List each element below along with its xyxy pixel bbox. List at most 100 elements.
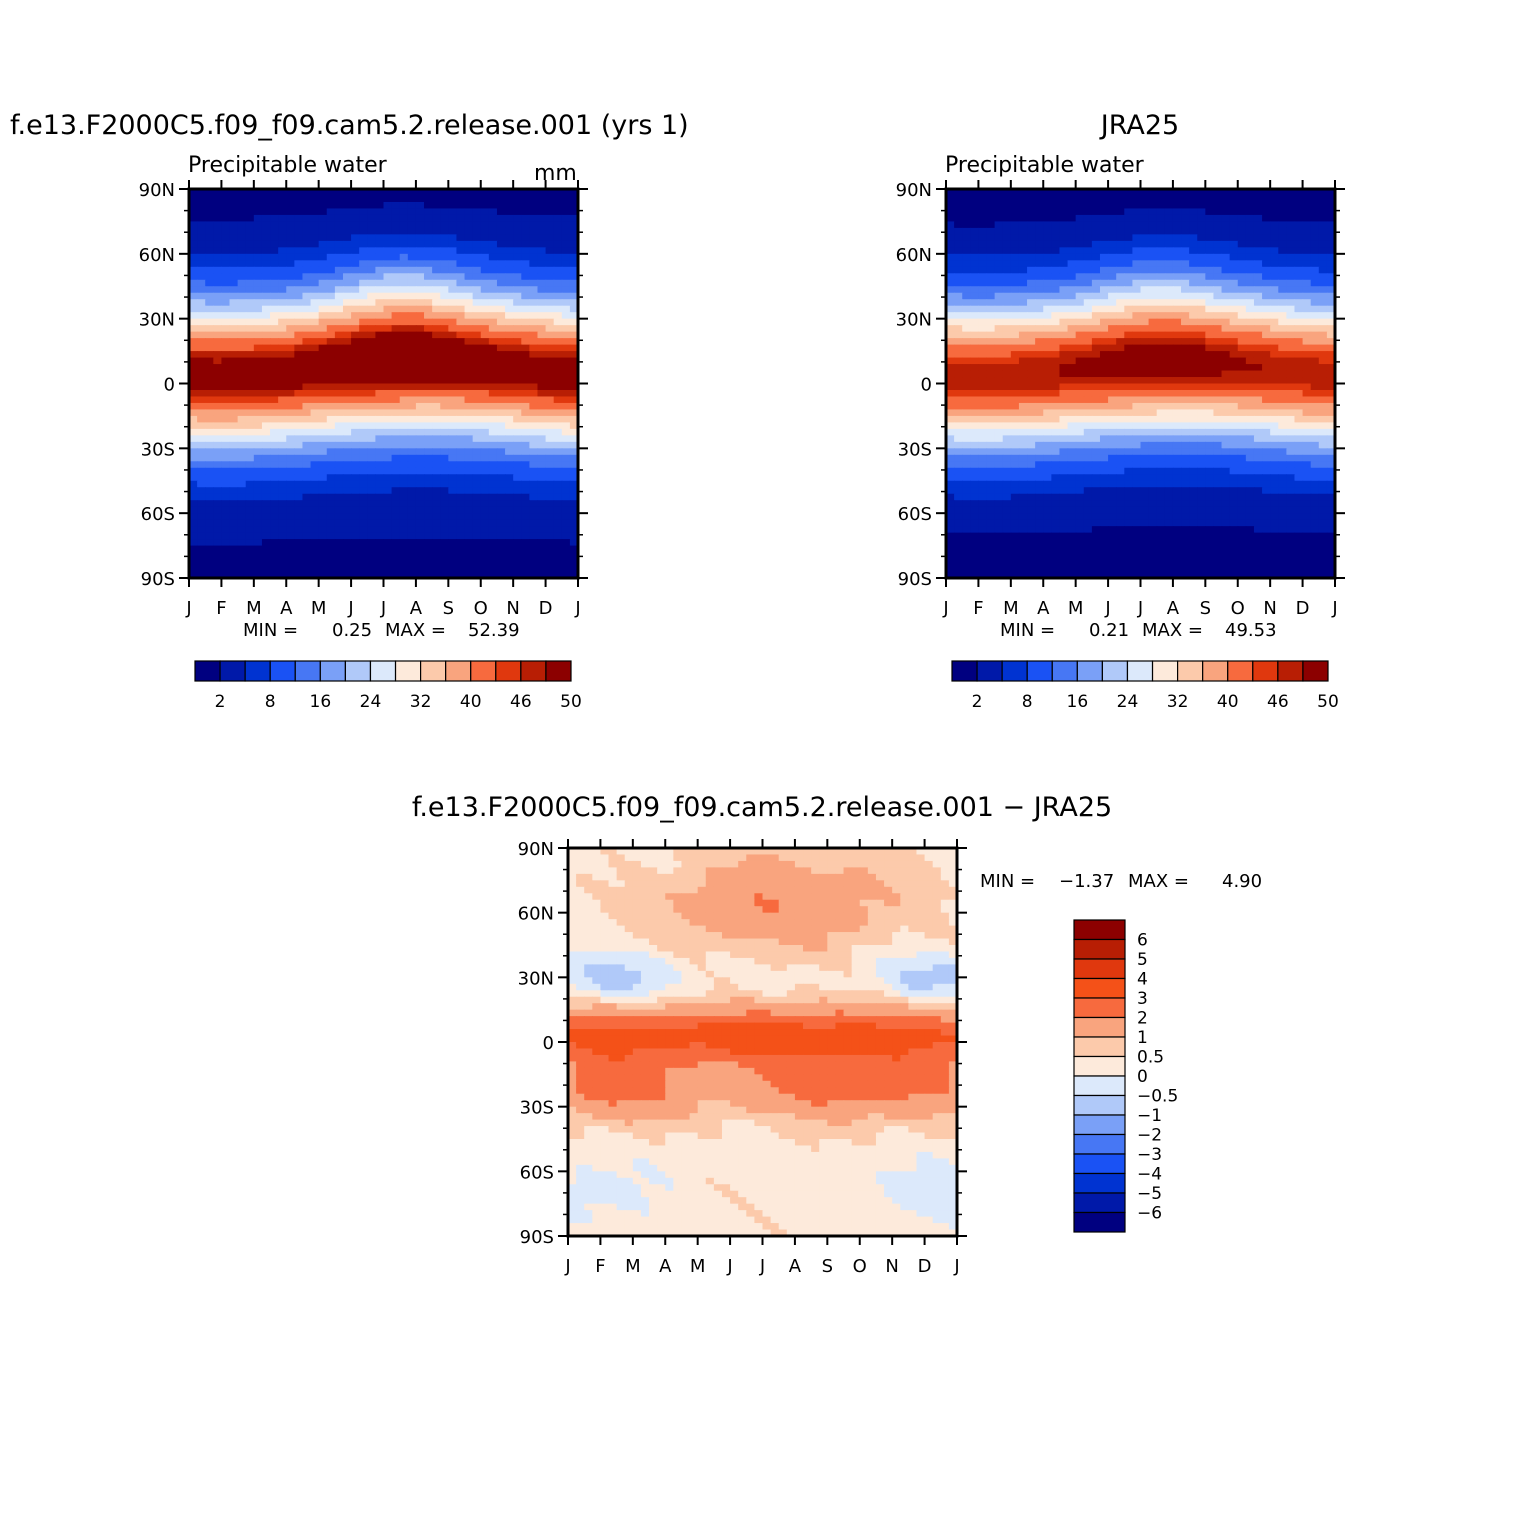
field-cell <box>399 305 409 313</box>
field-cell <box>1278 370 1287 378</box>
field-cell <box>448 325 458 333</box>
field-cell <box>1262 396 1271 404</box>
field-cell <box>1229 189 1239 197</box>
field-cell <box>456 201 466 210</box>
field-cell <box>432 487 441 495</box>
field-cell <box>310 351 320 359</box>
field-cell <box>472 500 482 508</box>
field-cell <box>1043 201 1052 210</box>
field-cell <box>367 506 376 514</box>
field-cell <box>1108 454 1117 462</box>
field-cell <box>1245 208 1255 216</box>
field-cell <box>480 221 490 229</box>
field-cell <box>1132 351 1142 359</box>
field-cell <box>1205 344 1215 352</box>
field-cell <box>407 487 417 495</box>
field-cell <box>359 526 368 534</box>
field-cell <box>407 545 417 553</box>
field-cell <box>261 312 271 320</box>
field-cell <box>553 344 563 352</box>
field-cell <box>1035 227 1044 235</box>
field-cell <box>1310 227 1320 235</box>
field-cell <box>286 461 295 469</box>
field-cell <box>1156 286 1166 294</box>
field-cell <box>197 364 206 372</box>
field-cell <box>1245 377 1255 385</box>
field-cell <box>432 396 441 404</box>
field-cell <box>1197 338 1206 346</box>
field-cell <box>537 571 547 579</box>
panel-obs-title: JRA25 <box>1099 110 1179 141</box>
field-cell <box>1091 195 1101 203</box>
field-cell <box>529 409 539 417</box>
field-cell <box>1035 253 1044 261</box>
field-cell <box>407 273 417 281</box>
field-cell <box>1083 338 1093 346</box>
field-cell <box>488 299 498 307</box>
field-cell <box>1221 240 1231 248</box>
field-cell <box>278 383 287 391</box>
field-cell <box>970 409 980 417</box>
field-cell <box>334 539 344 547</box>
field-cell <box>456 208 466 216</box>
field-cell <box>1221 201 1231 210</box>
field-cell <box>545 227 555 235</box>
field-cell <box>553 331 563 339</box>
field-cell <box>334 513 344 521</box>
field-cell <box>994 299 1004 307</box>
field-cell <box>237 474 247 482</box>
field-cell <box>488 493 498 501</box>
field-cell <box>278 227 287 235</box>
field-cell <box>970 435 980 443</box>
field-cell <box>1067 409 1077 417</box>
field-cell <box>496 195 506 203</box>
field-cell <box>561 273 571 281</box>
field-cell <box>1035 201 1044 210</box>
field-cell <box>278 441 287 449</box>
field-cell <box>261 344 271 352</box>
field-cell <box>278 234 287 242</box>
field-cell <box>1116 448 1125 456</box>
field-cell <box>278 532 287 540</box>
field-cell <box>278 474 287 482</box>
field-cell <box>545 325 555 333</box>
field-cell <box>448 273 458 281</box>
field-cell <box>1075 208 1085 216</box>
field-cell <box>359 422 368 430</box>
x-tick-label: J <box>347 598 353 619</box>
field-cell <box>1302 415 1312 423</box>
field-cell <box>383 292 393 300</box>
field-cell <box>1294 428 1304 436</box>
field-cell <box>213 292 223 300</box>
field-cell <box>197 474 206 482</box>
field-cell <box>205 545 214 553</box>
field-cell <box>359 383 368 391</box>
field-cell <box>261 513 271 521</box>
field-cell <box>245 487 255 495</box>
field-cell <box>286 493 295 501</box>
field-cell <box>1083 318 1093 326</box>
field-cell <box>1132 214 1142 223</box>
field-cell <box>229 312 239 320</box>
field-cell <box>521 208 530 216</box>
field-cell <box>270 247 279 255</box>
field-cell <box>1302 227 1312 235</box>
field-cell <box>310 325 320 333</box>
field-cell <box>221 565 231 573</box>
field-cell <box>383 247 393 255</box>
field-cell <box>302 545 312 553</box>
field-cell <box>229 234 239 242</box>
field-cell <box>342 474 352 482</box>
field-cell <box>359 461 368 469</box>
field-cell <box>946 227 955 235</box>
field-cell <box>553 461 563 469</box>
field-cell <box>480 266 490 274</box>
field-cell <box>1237 240 1247 248</box>
field-cell <box>513 422 522 430</box>
field-cell <box>261 565 271 573</box>
field-cell <box>553 201 563 210</box>
field-cell <box>1245 344 1255 352</box>
field-cell <box>270 441 279 449</box>
field-cell <box>946 208 955 216</box>
field-cell <box>375 409 385 417</box>
